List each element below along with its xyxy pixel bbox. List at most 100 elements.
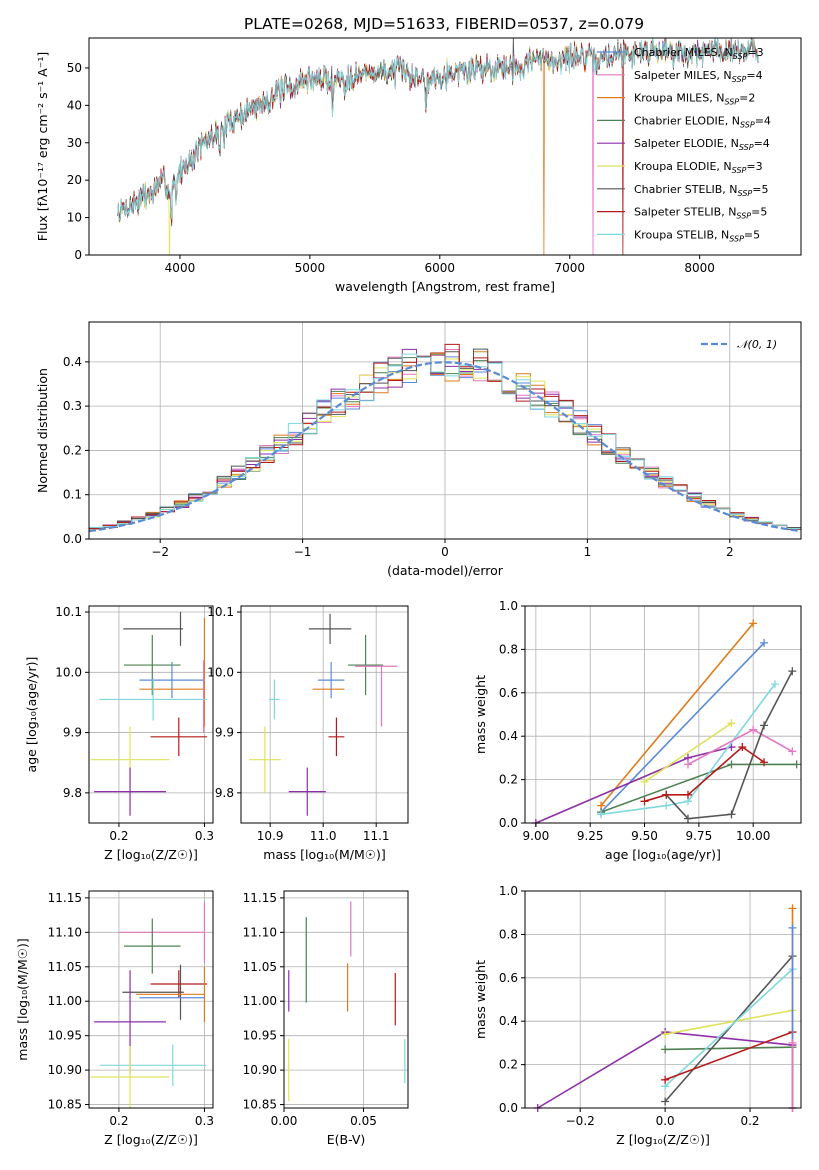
legend-suffix: =4 <box>755 114 771 127</box>
plot-area <box>533 904 797 1112</box>
plot-area <box>248 613 398 816</box>
legend-subscript: SSP <box>736 212 751 221</box>
x-tick-label: 0.2 <box>109 829 128 843</box>
plot-area <box>88 343 802 533</box>
legend-label: Salpeter STELIB, N <box>634 206 736 219</box>
legend-suffix: =5 <box>751 206 767 219</box>
x-tick-label: 0 <box>441 545 449 559</box>
legend-suffix: =5 <box>752 183 768 196</box>
legend-label: Chabrier STELIB, N <box>634 183 738 196</box>
legend-entry-kroupa-miles: Kroupa MILES, NSSP=2 <box>634 92 755 107</box>
series-line-kroupa-elodie <box>664 1009 793 1035</box>
y-tick-label: 9.9 <box>63 726 82 740</box>
x-tick-label: −1 <box>294 545 312 559</box>
series-marker-chabrier-elodie <box>661 1045 670 1054</box>
x-axis-label: E(B-V) <box>327 1132 366 1147</box>
legend-subscript: SSP <box>732 75 747 84</box>
y-tick-label: 11.05 <box>48 960 82 974</box>
y-tick-label: 0.6 <box>499 686 518 700</box>
x-axis-label: Z [log₁₀(Z/Z☉)] <box>616 1132 710 1147</box>
y-tick-label: 11.15 <box>243 891 277 905</box>
x-tick-label: 5000 <box>295 261 326 275</box>
legend-subscript: SSP <box>740 120 755 129</box>
series-marker-salpeter-stelib <box>662 790 671 799</box>
y-tick-label: 11.10 <box>48 925 82 939</box>
x-tick-label: 2 <box>726 545 734 559</box>
legend-entry-salpeter-stelib: Salpeter STELIB, NSSP=5 <box>634 206 767 221</box>
y-tick-label: 0.0 <box>499 1101 518 1115</box>
legend-suffix: =5 <box>744 228 760 241</box>
series-marker-kroupa-miles <box>788 904 797 913</box>
x-tick-label: −2 <box>151 545 169 559</box>
y-tick-label: 10.95 <box>243 1029 277 1043</box>
spectrum-line-kroupa-stelib <box>117 38 759 222</box>
axes-frame <box>88 890 214 1109</box>
legend-subscript: SSP <box>732 166 747 175</box>
plot-area <box>531 619 801 827</box>
y-axis-label: mass [log₁₀(M/M☉)] <box>15 938 30 1060</box>
mass-weight-vs-metallicity-panel: −0.2 0.0 0.2 0.0 0.2 0.4 0.6 0.8 1.0 Z [log₁₀(Z/Z… <box>473 884 802 1147</box>
y-tick-label: 0.1 <box>63 488 82 502</box>
y-tick-label: 30 <box>67 136 82 150</box>
x-tick-label: 0.05 <box>350 1114 377 1128</box>
x-tick-label: 1 <box>584 545 592 559</box>
legend-suffix: =4 <box>746 69 762 82</box>
legend-suffix: =3 <box>746 160 762 173</box>
series-marker-salpeter-miles <box>788 747 797 756</box>
y-tick-label: 11.15 <box>48 891 82 905</box>
series-marker-salpeter-stelib <box>760 758 769 767</box>
legend-entry-chabrier-miles: Chabrier MILES, NSSP=3 <box>634 46 764 61</box>
axes-frame <box>88 605 214 824</box>
plot-area <box>117 38 759 255</box>
y-tick-label: 0.3 <box>63 399 82 413</box>
x-tick-label: 6000 <box>425 261 456 275</box>
spectrum-line-salpeter-elodie <box>117 38 759 226</box>
plot-area <box>288 901 406 1102</box>
y-tick-label: 0.8 <box>499 642 518 656</box>
y-tick-label: 11.00 <box>243 994 277 1008</box>
legend-entry-chabrier-stelib: Chabrier STELIB, NSSP=5 <box>634 183 768 198</box>
mass-vs-ebv-panel: 0.00 0.05 10.85 10.90 10.95 11.00 11.05 11.10 11… <box>243 890 409 1147</box>
y-tick-label: 0 <box>74 248 82 262</box>
series-line-chabrier-miles <box>600 642 765 813</box>
legend-subscript: SSP <box>739 143 754 152</box>
series-marker-salpeter-miles <box>683 760 692 769</box>
x-axis-label: wavelength [Angstrom, rest frame] <box>335 279 555 294</box>
x-axis-label: (data-model)/error <box>387 563 504 578</box>
legend-label: Kroupa STELIB, N <box>634 228 729 241</box>
legend-subscript: SSP <box>724 98 739 107</box>
legend-entry-kroupa-stelib: Kroupa STELIB, NSSP=5 <box>634 228 760 243</box>
x-tick-label: 0.3 <box>195 1114 214 1128</box>
x-tick-label: 9.50 <box>631 829 658 843</box>
series-marker-kroupa-stelib <box>662 801 671 810</box>
legend-label: Kroupa ELODIE, N <box>634 160 732 173</box>
y-axis-label: Flux [fλ10⁻¹⁷ erg cm⁻² s⁻¹ A⁻¹] <box>35 52 50 241</box>
normal-curve <box>88 361 802 533</box>
series-marker-kroupa-stelib <box>597 810 606 819</box>
legend-label: Salpeter ELODIE, N <box>634 137 739 150</box>
x-tick-label: 8000 <box>684 261 715 275</box>
legend-label: Kroupa MILES, N <box>634 92 724 105</box>
legend-entry-chabrier-elodie: Chabrier ELODIE, NSSP=4 <box>634 114 771 129</box>
series-marker-chabrier-stelib <box>760 721 769 730</box>
x-tick-label: 0.0 <box>656 1114 675 1128</box>
legend-entry-salpeter-miles: Salpeter MILES, NSSP=4 <box>634 69 763 84</box>
legend-subscript: SSP <box>733 52 748 61</box>
x-tick-label: 0.2 <box>740 1114 759 1128</box>
y-axis-label: Normed distribution <box>35 368 50 493</box>
series-marker-chabrier-stelib <box>727 810 736 819</box>
series-line-kroupa-stelib <box>600 683 776 816</box>
x-tick-label: 9.00 <box>523 829 550 843</box>
series-marker-salpeter-miles <box>749 725 758 734</box>
x-tick-label: 9.25 <box>577 829 604 843</box>
series-marker-chabrier-stelib <box>788 667 797 676</box>
legend-suffix: =2 <box>739 92 755 105</box>
legend-entry-normal: 𝒩(0, 1) <box>737 338 777 351</box>
y-tick-label: 10.0 <box>55 665 82 679</box>
y-tick-label: 0.4 <box>499 729 518 743</box>
y-tick-label: 0.4 <box>499 1014 518 1028</box>
series-marker-salpeter-miles <box>788 1038 797 1047</box>
x-tick-label: 9.75 <box>685 829 712 843</box>
x-tick-label: −0.2 <box>566 1114 595 1128</box>
